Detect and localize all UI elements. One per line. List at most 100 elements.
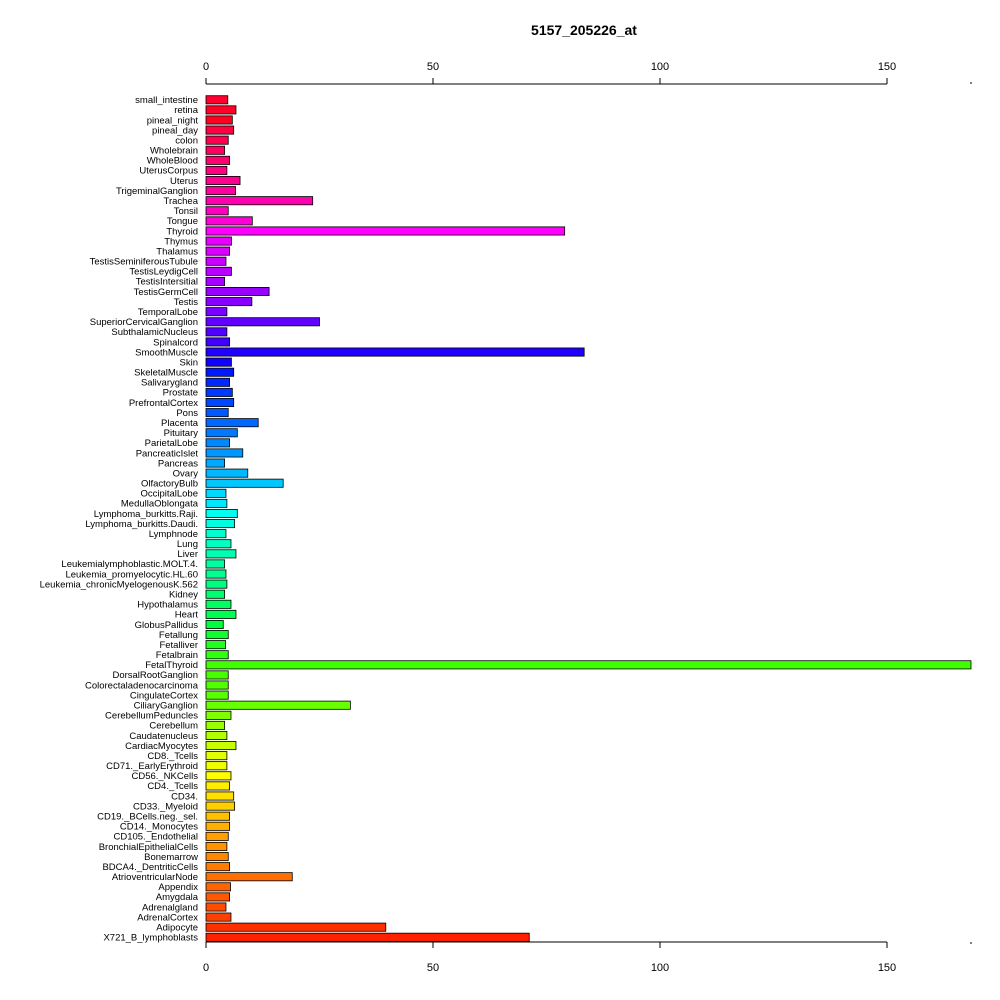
top-axis: 0 50 100 150	[203, 61, 972, 85]
category-label: Placenta	[161, 418, 199, 429]
bar-X721_B_lymphoblasts	[205, 932, 530, 942]
bar-Leukemia_chronicMyelogenousK.562	[205, 579, 228, 589]
bar-Lymphnode	[205, 529, 227, 539]
category-label: Lymphoma_burkitts.Daudi.	[85, 519, 198, 530]
bar-SmoothMuscle	[205, 347, 585, 357]
category-label: Prostate	[163, 388, 198, 399]
bar-BronchialEpithelialCells	[205, 841, 228, 851]
category-label: WholeBlood	[147, 156, 198, 167]
category-label: FetalThyroid	[145, 660, 198, 671]
bar-OccipitalLobe	[205, 488, 227, 498]
category-label: Kidney	[169, 590, 198, 601]
category-label: Fetalbrain	[156, 650, 198, 661]
bar-Skin	[205, 357, 232, 367]
bar-Placenta	[205, 418, 259, 428]
bar-Prostate	[205, 387, 233, 397]
bar-Colorectaladenocarcinoma	[205, 680, 229, 690]
bar-ParietalLobe	[205, 438, 231, 448]
bar-Fetalliver	[205, 640, 226, 650]
category-label: CD8._Tcells	[147, 751, 198, 762]
category-label: CD4._Tcells	[147, 781, 198, 792]
bar-colon	[205, 135, 229, 145]
category-label: Caudatenucleus	[129, 731, 198, 742]
category-label: small_intestine	[135, 95, 198, 106]
category-label: Thyroid	[166, 226, 198, 237]
category-label: Uterus	[170, 176, 198, 187]
bar-Wholebrain	[205, 145, 226, 155]
bar-Trachea	[205, 196, 314, 206]
tick-label: 100	[651, 61, 669, 73]
category-label: Salivarygland	[141, 378, 198, 389]
category-label: Lymphnode	[149, 529, 198, 540]
bar-CingulateCortex	[205, 690, 229, 700]
bar-pineal_night	[205, 115, 233, 125]
category-label: OccipitalLobe	[140, 489, 198, 500]
bar-CerebellumPeduncles	[205, 710, 232, 720]
category-label: Amygdala	[156, 892, 199, 903]
category-label: Pancreas	[158, 458, 198, 469]
tick-label: 50	[427, 61, 439, 73]
category-label: Ovary	[173, 468, 199, 479]
category-label: Leukemia_promyelocytic.HL.60	[65, 569, 198, 580]
bar-Caudatenucleus	[205, 730, 228, 740]
bar-GlobusPallidus	[205, 619, 224, 629]
bar-Fetallung	[205, 630, 229, 640]
category-label: GlobusPallidus	[135, 620, 199, 631]
category-label: Wholebrain	[150, 146, 198, 157]
category-label: SkeletalMuscle	[134, 368, 198, 379]
bar-Lymphoma_burkitts.Daudi.	[205, 519, 236, 529]
bar-retina	[205, 105, 237, 115]
bar-Appendix	[205, 882, 231, 892]
category-label: CD34.	[171, 791, 198, 802]
bar-Salivarygland	[205, 377, 231, 387]
bars-group	[205, 95, 972, 942]
category-label: PrefrontalCortex	[129, 398, 198, 409]
bar-CD19._BCells.neg._sel.	[205, 811, 231, 821]
category-label: Leukemia_chronicMyelogenousK.562	[40, 579, 198, 590]
category-label: TemporalLobe	[138, 307, 198, 318]
category-label: Adipocyte	[156, 922, 198, 933]
bar-CD34.	[205, 791, 235, 801]
category-labels: small_intestineretinapineal_nightpineal_…	[40, 95, 199, 943]
bar-Heart	[205, 609, 237, 619]
category-label: Cerebellum	[149, 721, 198, 732]
category-label: TestisGermCell	[134, 287, 198, 298]
category-label: Pons	[176, 408, 198, 419]
bar-OlfactoryBulb	[205, 478, 284, 488]
bottom-axis: 0 50 100 150	[203, 941, 972, 974]
category-label: CD71._EarlyErythroid	[106, 761, 198, 772]
category-label: UterusCorpus	[139, 166, 198, 177]
category-label: Lymphoma_burkitts.Raji.	[94, 509, 198, 520]
category-label: CD19._BCells.neg._sel.	[97, 811, 198, 822]
bar-CD33._Myeloid	[205, 801, 236, 811]
category-label: Appendix	[158, 882, 198, 893]
bar-Tongue	[205, 216, 253, 226]
category-label: pineal_night	[147, 115, 199, 126]
bar-Tonsil	[205, 206, 229, 216]
category-label: CD33._Myeloid	[133, 801, 198, 812]
bar-CD4._Tcells	[205, 781, 231, 791]
category-label: Pituitary	[164, 428, 199, 439]
bar-TestisGermCell	[205, 287, 270, 297]
bar-CiliaryGanglion	[205, 700, 351, 710]
bar-SkeletalMuscle	[205, 367, 235, 377]
category-label: AdrenalCortex	[137, 912, 198, 923]
category-label: Bonemarrow	[144, 852, 198, 863]
category-label: Adrenalgland	[142, 902, 198, 913]
bar-CD56._NKCells	[205, 771, 232, 781]
category-label: Leukemialymphoblastic.MOLT.4.	[61, 559, 198, 570]
bar-Cerebellum	[205, 720, 226, 730]
tick-label: 100	[651, 962, 669, 974]
bar-WholeBlood	[205, 155, 231, 165]
category-label: TestisLeydigCell	[129, 267, 198, 278]
category-label: AtrioventricularNode	[112, 872, 198, 883]
bar-AtrioventricularNode	[205, 872, 293, 882]
bar-SuperiorCervicalGanglion	[205, 317, 320, 327]
category-label: MedullaOblongata	[121, 499, 199, 510]
category-label: CiliaryGanglion	[134, 701, 198, 712]
category-label: Skin	[180, 357, 198, 368]
bar-Lymphoma_burkitts.Raji.	[205, 508, 238, 518]
chart-title: 5157_205226_at	[531, 22, 637, 38]
category-label: retina	[174, 105, 198, 116]
